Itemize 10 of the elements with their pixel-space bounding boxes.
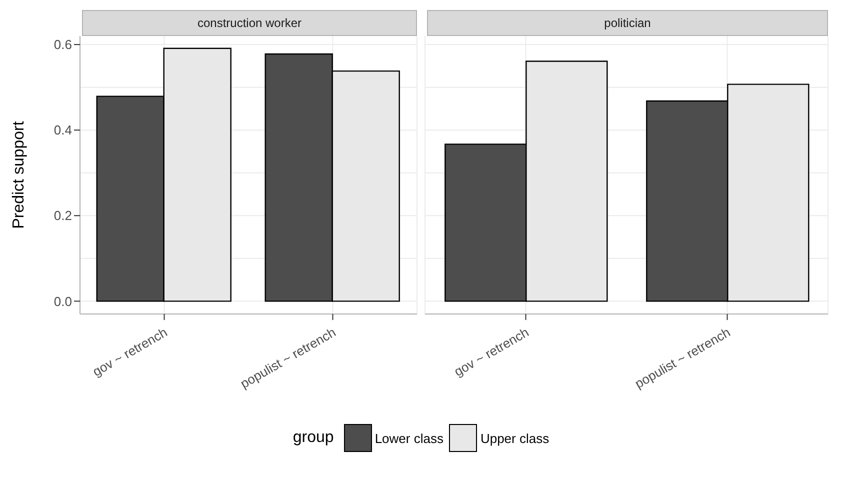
legend-title: group — [292, 429, 334, 447]
chart-title: politician — [604, 16, 651, 30]
y-tick-label: 0.2 — [54, 208, 72, 224]
legend-label: Upper class — [480, 430, 550, 446]
y-tick-label: 0.4 — [54, 122, 72, 138]
y-axis-title: Predict support — [10, 120, 28, 229]
chart-title: construction worker — [197, 16, 302, 30]
y-tick-label: 0.6 — [54, 37, 72, 52]
legend-label: Lower class — [374, 430, 444, 446]
y-tick-label: 0.0 — [54, 294, 72, 309]
